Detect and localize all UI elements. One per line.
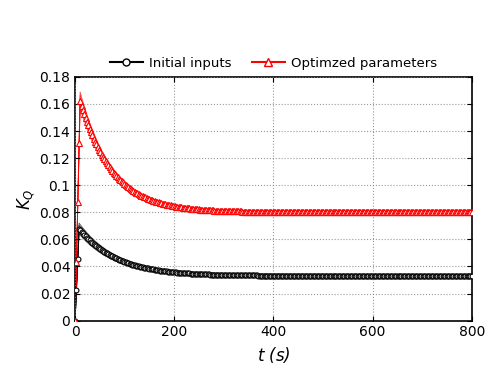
X-axis label: $t$ (s): $t$ (s) [256,345,290,365]
Legend: Initial inputs, Optimzed parameters: Initial inputs, Optimzed parameters [104,52,442,75]
Y-axis label: $K_Q$: $K_Q$ [15,188,36,209]
